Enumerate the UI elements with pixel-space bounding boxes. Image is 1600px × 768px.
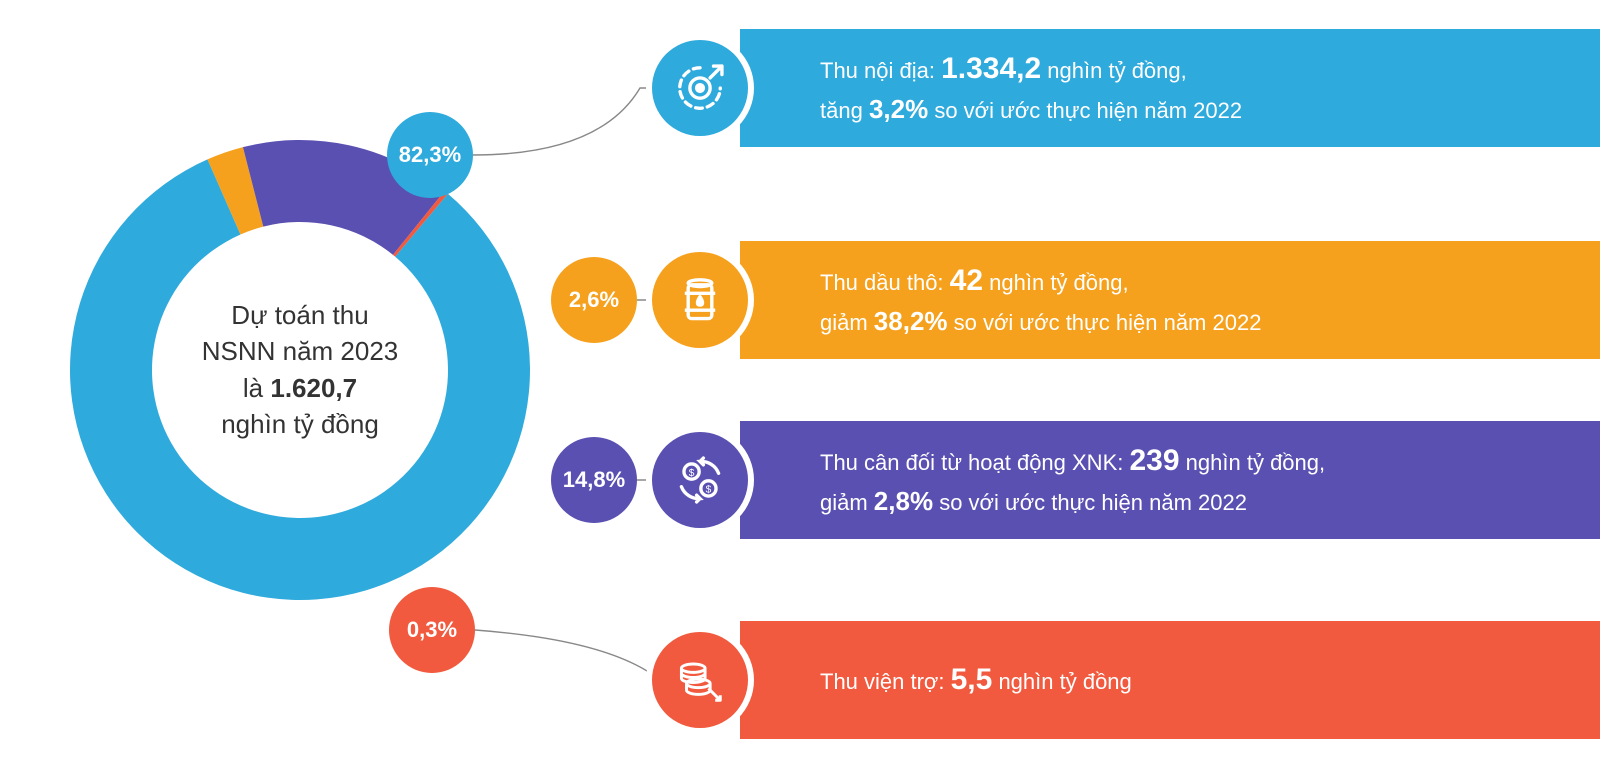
bar-oil-l2c: so với ước thực hiện năm 2022 [954, 310, 1262, 335]
oil-barrel-icon [673, 273, 727, 327]
bar-trade-l2a: giảm [820, 490, 874, 515]
bar-oil-l2a: giảm [820, 310, 874, 335]
bar-domestic-text: Thu nội địa: 1.334,2 nghìn tỷ đồng, tăng… [820, 47, 1242, 128]
bubble-aid: 0,3% [389, 587, 475, 673]
bar-oil-l1c: nghìn tỷ đồng, [989, 270, 1128, 295]
icon-circle-domestic [652, 40, 748, 136]
bar-domestic-l2a: tăng [820, 98, 869, 123]
bar-domestic-l1c: nghìn tỷ đồng, [1047, 58, 1186, 83]
bar-domestic: Thu nội địa: 1.334,2 nghìn tỷ đồng, tăng… [740, 29, 1600, 147]
bubble-trade: 14,8% [551, 437, 637, 523]
bar-aid-text: Thu viện trợ: 5,5 nghìn tỷ đồng [820, 658, 1132, 702]
bar-trade-l1b: 239 [1129, 444, 1179, 477]
bubble-domestic-label: 82,3% [399, 142, 461, 168]
bar-oil-text: Thu dầu thô: 42 nghìn tỷ đồng, giảm 38,2… [820, 259, 1261, 340]
bar-trade: Thu cân đối từ hoạt động XNK: 239 nghìn … [740, 421, 1600, 539]
donut-center-l3a: là [243, 373, 270, 403]
icon-circle-trade: $ $ [652, 432, 748, 528]
donut-center-text: Dự toán thu NSNN năm 2023 là 1.620,7 ngh… [170, 297, 430, 443]
bubble-aid-label: 0,3% [407, 617, 457, 643]
svg-text:$: $ [706, 485, 712, 496]
donut-center-l1: Dự toán thu [170, 297, 430, 333]
bar-aid: Thu viện trợ: 5,5 nghìn tỷ đồng [740, 621, 1600, 739]
bar-trade-l2b: 2,8% [874, 486, 933, 516]
bar-trade-text: Thu cân đối từ hoạt động XNK: 239 nghìn … [820, 439, 1325, 520]
bar-trade-l2c: so với ước thực hiện năm 2022 [939, 490, 1247, 515]
target-arrow-icon [673, 61, 727, 115]
donut-center-l4: nghìn tỷ đồng [170, 406, 430, 442]
bubble-oil: 2,6% [551, 257, 637, 343]
bar-oil-l2b: 38,2% [874, 306, 948, 336]
donut-center-l2: NSNN năm 2023 [170, 334, 430, 370]
icon-circle-aid [652, 632, 748, 728]
bubble-oil-label: 2,6% [569, 287, 619, 313]
bar-domestic-l1a: Thu nội địa: [820, 58, 941, 83]
bar-aid-l1c: nghìn tỷ đồng [998, 669, 1131, 694]
bar-aid-l1a: Thu viện trợ: [820, 669, 951, 694]
bubble-domestic: 82,3% [387, 112, 473, 198]
coins-cursor-icon [673, 653, 727, 707]
donut-chart: Dự toán thu NSNN năm 2023 là 1.620,7 ngh… [60, 130, 540, 610]
infographic-root: Thu nội địa: 1.334,2 nghìn tỷ đồng, tăng… [0, 0, 1600, 768]
icon-circle-oil [652, 252, 748, 348]
donut-center-l3b: 1.620,7 [270, 373, 357, 403]
bar-trade-l1a: Thu cân đối từ hoạt động XNK: [820, 450, 1129, 475]
bar-aid-l1b: 5,5 [951, 663, 993, 696]
bar-domestic-l2b: 3,2% [869, 94, 928, 124]
bubble-trade-label: 14,8% [563, 467, 625, 493]
exchange-coins-icon: $ $ [673, 453, 727, 507]
bar-trade-l1c: nghìn tỷ đồng, [1186, 450, 1325, 475]
bar-domestic-l2c: so với ước thực hiện năm 2022 [934, 98, 1242, 123]
bar-oil: Thu dầu thô: 42 nghìn tỷ đồng, giảm 38,2… [740, 241, 1600, 359]
svg-text:$: $ [689, 468, 695, 479]
bar-oil-l1b: 42 [950, 264, 983, 297]
bar-domestic-l1b: 1.334,2 [941, 52, 1041, 85]
bar-oil-l1a: Thu dầu thô: [820, 270, 950, 295]
